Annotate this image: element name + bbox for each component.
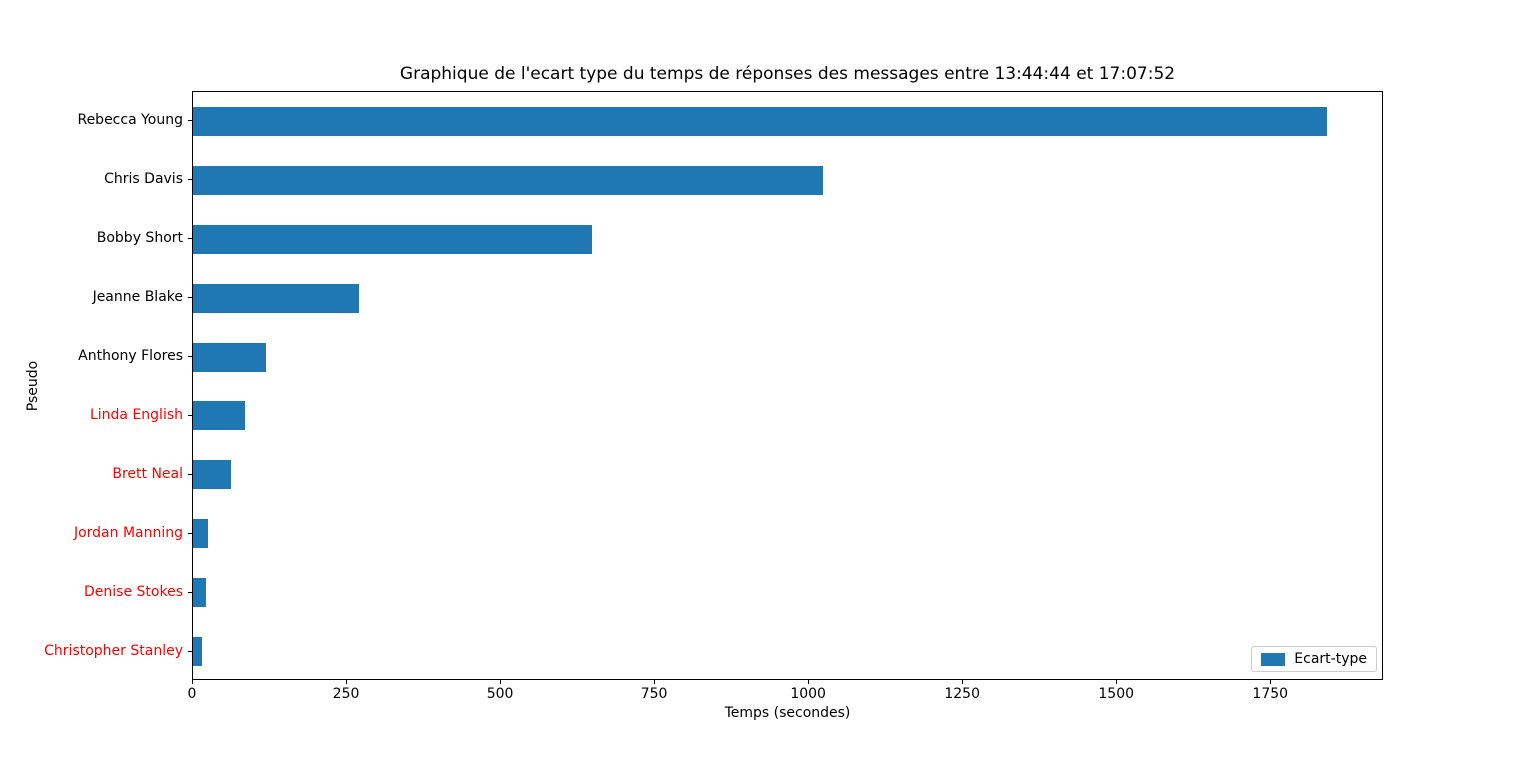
bar [193, 460, 232, 490]
x-tick-label: 1750 [1252, 686, 1289, 702]
y-tick-mark [188, 650, 192, 652]
x-tick-mark [808, 680, 810, 684]
x-tick-label: 500 [486, 686, 514, 702]
y-tick-label: Jeanne Blake [92, 289, 183, 306]
x-tick-mark [1270, 680, 1272, 684]
y-tick-label: Denise Stokes [84, 583, 183, 600]
y-tick-mark [188, 591, 192, 593]
legend-label: Ecart-type [1294, 651, 1367, 667]
legend-swatch-icon [1261, 652, 1286, 666]
y-tick-mark [188, 297, 192, 299]
y-tick-label: Jordan Manning [73, 524, 183, 541]
x-axis-label: Temps (secondes) [724, 705, 851, 721]
x-tick-mark [192, 680, 193, 684]
bar [193, 519, 208, 549]
y-tick-mark [188, 120, 192, 122]
y-tick-mark [188, 238, 192, 240]
x-tick-label: 1250 [944, 686, 980, 702]
y-tick-mark [188, 414, 192, 416]
y-tick-label: Chris Davis [104, 171, 183, 188]
bar [193, 106, 1328, 136]
x-tick-mark [654, 680, 656, 684]
x-tick-mark [1116, 680, 1118, 684]
x-tick-label: 0 [187, 686, 197, 702]
x-tick-mark [500, 680, 502, 684]
x-tick-mark [962, 680, 964, 684]
chart-title: Graphique de l'ecart type du temps de ré… [399, 64, 1176, 84]
x-tick-label: 750 [640, 686, 668, 702]
plot-area: Ecart-type [192, 91, 1383, 680]
y-tick-label: Christopher Stanley [44, 642, 183, 659]
bar [193, 165, 823, 195]
x-tick-mark [346, 680, 348, 684]
x-tick-label: 1000 [790, 686, 826, 702]
x-tick-label: 250 [332, 686, 360, 702]
x-tick-label: 1500 [1098, 686, 1135, 702]
bar [193, 342, 267, 372]
y-tick-label: Bobby Short [96, 230, 183, 247]
bar [193, 401, 246, 431]
y-tick-label: Rebecca Young [77, 112, 183, 129]
y-tick-label: Anthony Flores [78, 348, 183, 365]
y-tick-mark [188, 356, 192, 358]
y-tick-mark [188, 532, 192, 534]
bar [193, 637, 203, 667]
y-tick-label: Linda English [89, 406, 183, 423]
bar [193, 283, 359, 313]
y-tick-label: Brett Neal [112, 465, 183, 482]
legend: Ecart-type [1251, 646, 1377, 672]
y-axis-label: Pseudo [25, 360, 41, 412]
bar [193, 578, 206, 608]
y-tick-mark [188, 179, 192, 181]
bar [193, 224, 593, 254]
y-tick-mark [188, 473, 192, 475]
